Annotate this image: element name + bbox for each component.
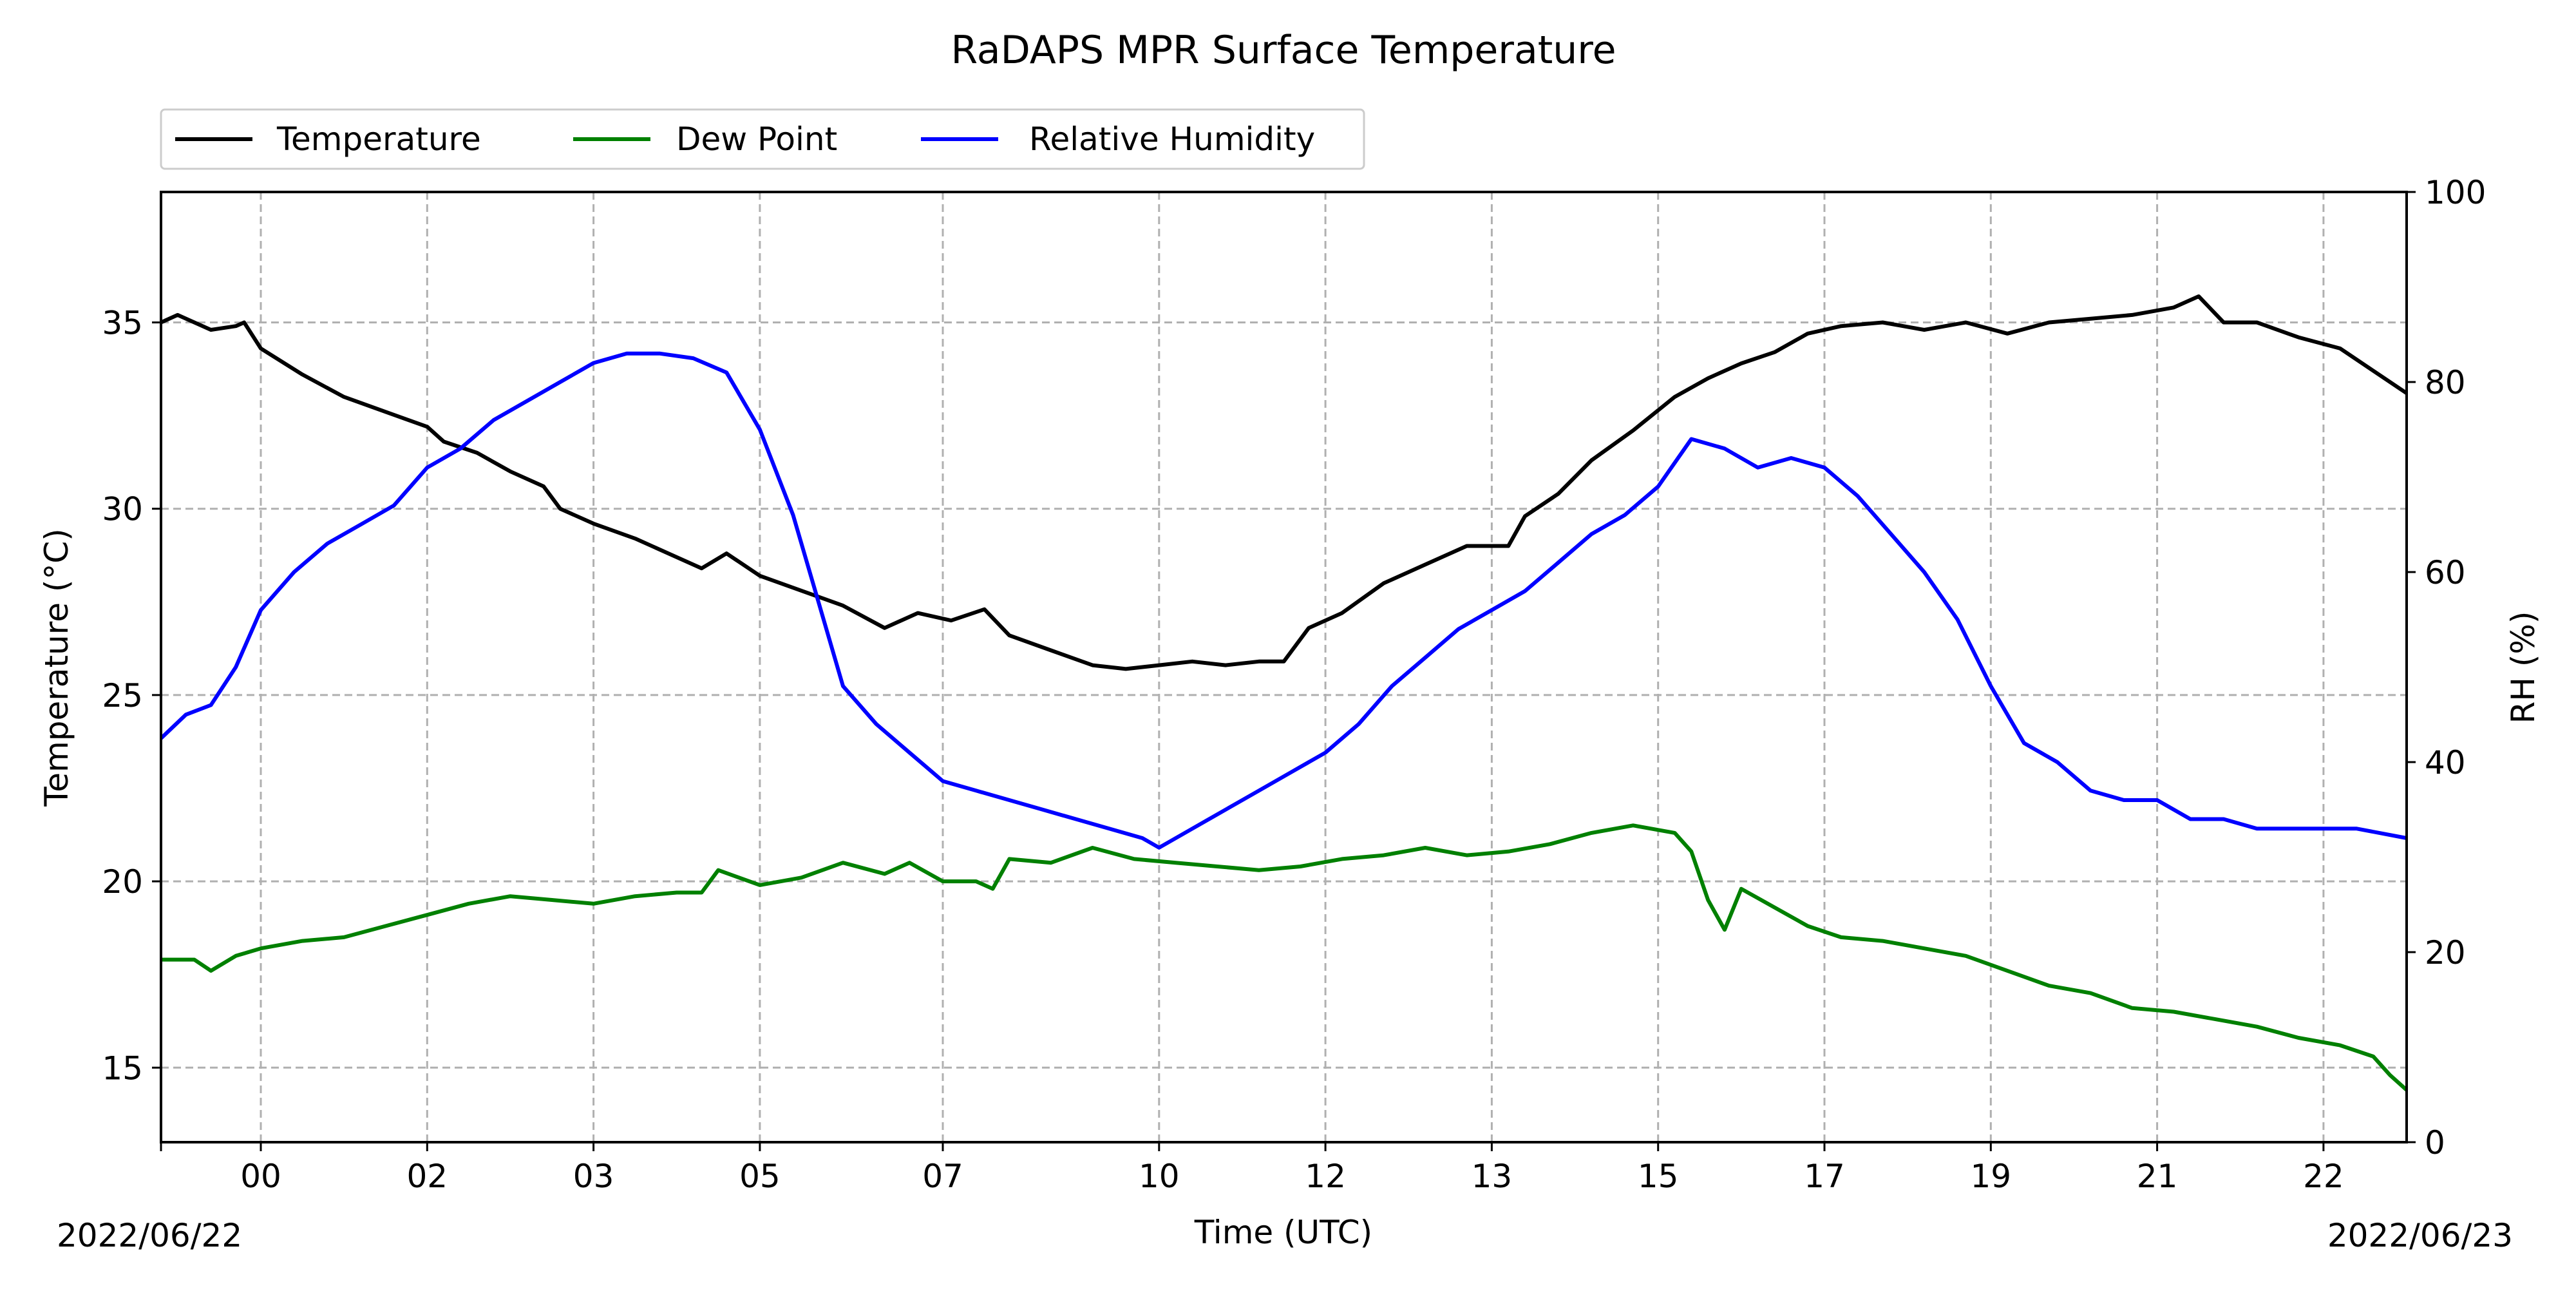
dew-point-line — [161, 823, 2409, 1092]
y-left-tick-label: 30 — [102, 491, 143, 528]
grid-layer — [161, 192, 2407, 1142]
y-left-tick-label: 20 — [102, 863, 143, 901]
x-tick-label: 07 — [922, 1158, 963, 1195]
x-tick-label: 02 — [406, 1158, 448, 1195]
y-right-tick-label: 40 — [2425, 744, 2466, 781]
y-left-tick-label: 15 — [102, 1049, 143, 1087]
x-date-label-left: 2022/06/22 — [57, 1217, 242, 1254]
y-right-tick-label: 80 — [2425, 364, 2466, 401]
y-right-tick-label: 100 — [2425, 174, 2486, 211]
x-date-label-right: 2022/06/23 — [2327, 1217, 2513, 1254]
series-layer — [159, 294, 2409, 1092]
x-tick-label: 12 — [1305, 1158, 1346, 1195]
relative-humidity-line — [159, 351, 2407, 850]
legend-label-temperature: Temperature — [276, 120, 481, 158]
x-tick-label: 22 — [2303, 1158, 2344, 1195]
y-left-tick-label: 25 — [102, 677, 143, 714]
y-axis-label-left: Temperature (°C) — [38, 528, 75, 807]
y-right-tick-label: 0 — [2425, 1124, 2445, 1162]
ticks-layer: 00 02 03 05 07 10 12 13 15 17 19 21 22 15 20 25 30 35 0 20 4… — [102, 174, 2486, 1195]
temperature-line — [160, 294, 2408, 671]
y-right-tick-label: 20 — [2425, 934, 2466, 971]
x-tick-label: 19 — [1970, 1158, 2011, 1195]
x-tick-label: 10 — [1139, 1158, 1180, 1195]
x-tick-label: 17 — [1804, 1158, 1845, 1195]
legend-label-relative-humidity: Relative Humidity — [1029, 120, 1315, 158]
y-left-tick-label: 35 — [102, 305, 143, 342]
legend: Temperature Dew Point Relative Humidity — [160, 108, 1365, 170]
y-axis-label-right: RH (%) — [2505, 611, 2542, 724]
chart-title: RaDAPS MPR Surface Temperature — [951, 28, 1616, 73]
legend-box — [160, 108, 1365, 170]
x-axis-label: Time (UTC) — [1194, 1214, 1372, 1251]
x-tick-label: 21 — [2137, 1158, 2178, 1195]
x-tick-label: 05 — [739, 1158, 781, 1195]
plot-frame — [160, 191, 2408, 1143]
x-tick-label: 13 — [1472, 1158, 1513, 1195]
x-tick-label: 15 — [1638, 1158, 1679, 1195]
legend-label-dew-point: Dew Point — [676, 120, 837, 158]
x-tick-label: 00 — [240, 1158, 281, 1195]
y-right-tick-label: 60 — [2425, 554, 2466, 591]
x-tick-label: 03 — [573, 1158, 614, 1195]
